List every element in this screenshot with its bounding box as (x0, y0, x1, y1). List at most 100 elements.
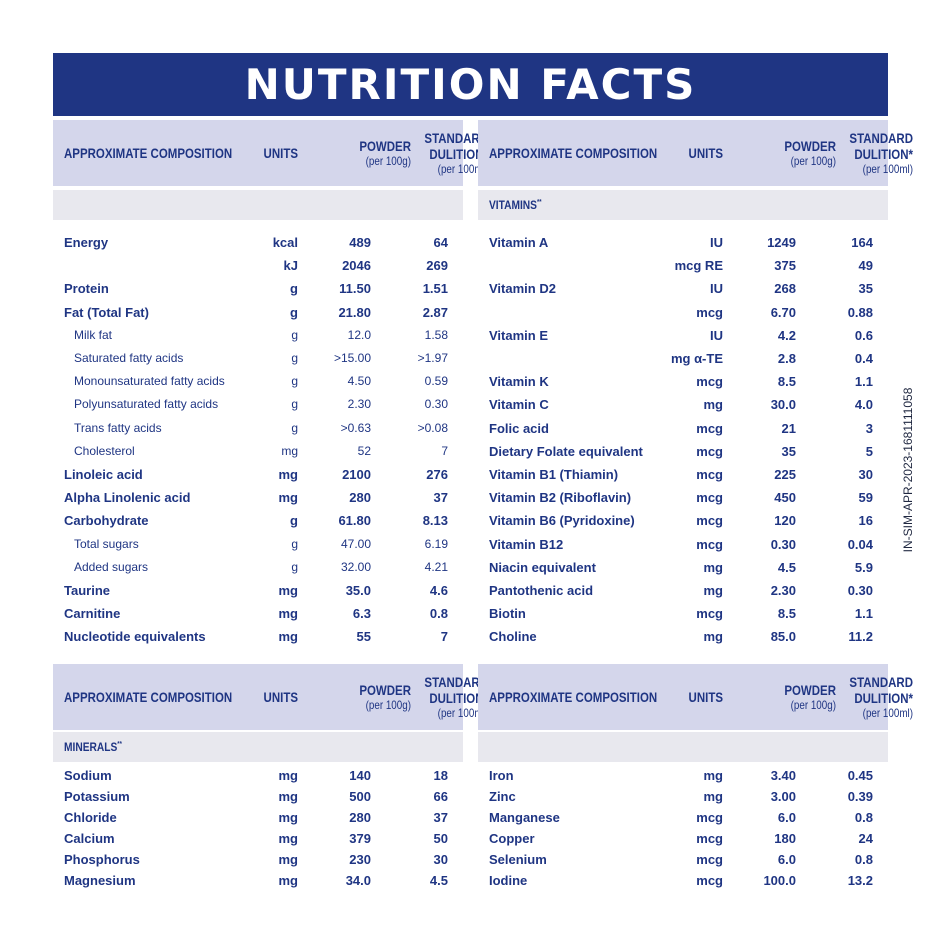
row-unit: g (291, 351, 298, 365)
row-unit: kJ (283, 258, 298, 274)
row-unit: mcg (696, 810, 723, 825)
row-powder: 120 (774, 513, 796, 529)
row-standard: 7 (441, 443, 448, 458)
row-standard: 4.0 (854, 397, 873, 413)
row-standard: 1.1 (854, 606, 873, 622)
row-powder: 268 (774, 281, 796, 297)
row-unit: mg (278, 490, 299, 506)
header-composition: APPROXIMATE COMPOSITION (64, 145, 233, 161)
row-standard: 0.59 (424, 374, 448, 389)
row-powder: 2.8 (777, 351, 796, 366)
header-standard-sub: (per 100ml) (437, 706, 488, 720)
row-name: Phosphorus (64, 852, 140, 867)
header-powder-sub: (per 100g) (790, 154, 836, 168)
table-header: APPROXIMATE COMPOSITION UNITS POWDER (per 1… (53, 664, 488, 730)
row-name: Fat (Total Fat) (64, 304, 149, 320)
section-label: MINERALS** (64, 740, 122, 754)
row-standard: 37 (433, 490, 448, 506)
row-name: Dietary Folate equivalent (489, 443, 643, 459)
row-powder: 500 (349, 789, 371, 804)
header-powder-label: POWDER (359, 138, 411, 154)
header-powder: POWDER (per 100g) (308, 664, 411, 730)
row-name: Calcium (64, 831, 115, 846)
row-powder: 379 (349, 831, 371, 846)
header-powder: POWDER (per 100g) (733, 120, 836, 186)
row-standard: 0.88 (847, 304, 873, 320)
row-unit: mg (703, 629, 724, 645)
row-powder: 35 (781, 443, 796, 459)
row-name: Copper (489, 831, 535, 846)
table-row: Carnitine mg 6.3 0.8 (53, 604, 463, 624)
row-powder: 11.50 (339, 281, 371, 297)
row-standard: 269 (426, 258, 448, 274)
side-code-text: IN-SIM-APR-2023-1681111058 (901, 387, 915, 553)
row-name: Vitamin C (489, 397, 549, 413)
row-name: Nucleotide equivalents (64, 629, 206, 645)
header-standard-sub: (per 100ml) (437, 162, 488, 176)
header-standard-line1: STANDARD (424, 674, 488, 690)
row-standard: 3 (865, 420, 873, 436)
row-powder: 8.5 (777, 374, 796, 390)
row-standard: 6.19 (424, 536, 448, 551)
section-bar (478, 732, 888, 762)
header-standard-line2: DULITION* (429, 690, 488, 706)
row-standard: 7 (440, 629, 448, 645)
row-powder: 0.30 (770, 536, 796, 552)
row-standard: 164 (851, 235, 873, 250)
header-standard-line1: STANDARD (424, 130, 488, 146)
table-row: Vitamin C mg 30.0 4.0 (478, 395, 888, 415)
row-powder: 47.00 (340, 536, 371, 551)
row-powder: 21.80 (338, 304, 371, 320)
row-unit: g (291, 420, 298, 435)
table-header: APPROXIMATE COMPOSITION UNITS POWDER (per 1… (478, 664, 913, 730)
table-row: Vitamin B12 mcg 0.30 0.04 (478, 535, 888, 555)
row-unit: mcg (696, 606, 723, 622)
table-row: Dietary Folate equivalent mcg 35 5 (478, 442, 888, 462)
table-row: Polyunsaturated fatty acids g 2.30 0.30 (53, 395, 463, 415)
row-name: Choline (489, 629, 537, 645)
row-standard: 11.2 (848, 629, 873, 645)
row-name: Manganese (489, 810, 560, 825)
row-name: Milk fat (74, 327, 113, 342)
row-standard: 13.2 (847, 873, 873, 888)
table-row: mg α-TE 2.8 0.4 (478, 349, 888, 369)
table-row: Biotin mcg 8.5 1.1 (478, 604, 888, 624)
row-unit: g (291, 536, 298, 551)
row-name: Iodine (489, 873, 528, 888)
table-row: Total sugars g 47.00 6.19 (53, 535, 463, 555)
table-row: Magnesium mg 34.0 4.5 (53, 871, 463, 891)
row-powder: 8.5 (777, 606, 796, 622)
row-name: Pantothenic acid (489, 583, 594, 598)
row-unit: mcg (696, 831, 723, 846)
table-row: Linoleic acid mg 2100 276 (53, 465, 463, 485)
table-row: kJ 2046 269 (53, 256, 463, 276)
row-powder: 30.0 (770, 397, 796, 413)
table-row: Energy kcal 489 64 (53, 233, 463, 253)
table-row: Niacin equivalent mg 4.5 5.9 (478, 558, 888, 578)
row-unit: g (291, 397, 298, 412)
minerals-left-panel: APPROXIMATE COMPOSITION UNITS POWDER (per 1… (53, 664, 488, 904)
row-unit: mcg (696, 467, 723, 482)
header-powder: POWDER (per 100g) (733, 664, 836, 730)
table-row: mcg 6.70 0.88 (478, 303, 888, 323)
row-name: Vitamin B12 (489, 536, 564, 552)
row-powder: 6.0 (777, 810, 796, 825)
row-unit: mg (278, 831, 299, 846)
row-powder: 32.00 (340, 559, 371, 574)
section-label-text: VITAMINS (489, 198, 537, 212)
row-name: Trans fatty acids (74, 420, 162, 435)
table-row: Milk fat g 12.0 1.58 (53, 326, 463, 346)
table-row: Cholesterol mg 52 7 (53, 442, 463, 462)
row-powder: 85.0 (770, 629, 796, 645)
page-title: NUTRITION FACTS (244, 60, 697, 109)
row-powder: 6.0 (777, 852, 796, 867)
row-standard: 30 (433, 852, 448, 867)
header-standard-sub: (per 100ml) (862, 162, 913, 176)
row-name: Iron (489, 768, 514, 783)
table-row: Zinc mg 3.00 0.39 (478, 787, 888, 807)
row-standard: 0.8 (854, 852, 873, 867)
table-row: Vitamin B1 (Thiamin) mcg 225 30 (478, 465, 888, 485)
row-powder: 3.40 (770, 768, 796, 783)
row-name: Sodium (64, 768, 112, 783)
row-standard: 0.8 (429, 606, 448, 622)
